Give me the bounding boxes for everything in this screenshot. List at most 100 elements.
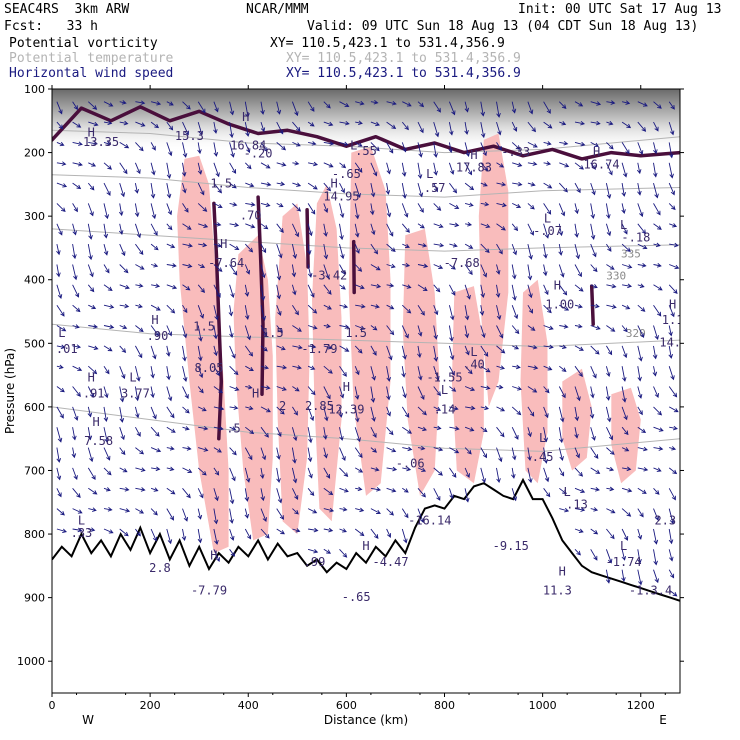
wind-vector-209: [197, 325, 203, 342]
wind-vector-507: [402, 466, 412, 472]
wind-vector-311: [276, 121, 284, 135]
field-name-pv: Potential vorticity: [9, 36, 158, 51]
wind-vector-680: [543, 325, 554, 330]
wind-vector-853: [668, 121, 675, 136]
plot-frame: [51, 88, 681, 694]
wind-vector-358: [307, 182, 318, 190]
wind-vector-63: [88, 487, 98, 495]
wind-vector-636: [511, 223, 519, 232]
wind-vector-512: [417, 121, 424, 134]
wind-vector-634: [512, 181, 523, 187]
wind-vector-36: [72, 386, 81, 397]
wind-vector-321: [276, 325, 283, 333]
wind-vector-14: [56, 386, 65, 393]
wind-vector-463: [370, 467, 380, 472]
chart-value-label: 3.77: [121, 386, 150, 400]
wind-vector-664: [527, 386, 538, 393]
wind-vector-747: [590, 386, 595, 399]
wind-vector-777: [606, 528, 615, 540]
wind-vector-768: [606, 345, 613, 356]
wind-vector-31: [72, 284, 80, 298]
field-xy-wind: XY= 110.5,423.1 to 531.4,356.9: [286, 66, 521, 81]
wind-vector-222: [213, 142, 219, 157]
wind-vector-735: [590, 142, 600, 147]
wind-vector-660: [527, 304, 533, 314]
wind-vector-494: [401, 203, 409, 218]
wind-vector-293: [260, 202, 271, 208]
chart-value-label: 8.05: [195, 361, 224, 375]
wind-vector-593: [480, 122, 486, 139]
wind-vector-796: [621, 426, 629, 436]
wind-vector-275: [244, 284, 250, 297]
wind-vector-244: [229, 122, 234, 139]
wind-vector-670: [543, 121, 553, 129]
wind-vector-554: [448, 142, 453, 154]
wind-vector-693: [558, 182, 568, 193]
wind-vector-23: [72, 121, 82, 128]
wind-vector-875: [668, 569, 675, 579]
chart-value-label: L: [350, 138, 357, 152]
wind-vector-590: [464, 467, 470, 479]
wind-vector-253: [228, 305, 234, 317]
wind-vector-66: [103, 101, 114, 107]
wind-vector-631: [511, 121, 518, 132]
wind-vector-778: [605, 549, 613, 564]
chart-value-label: .40: [463, 358, 485, 372]
wind-vector-52: [87, 264, 94, 278]
wind-vector-331: [276, 528, 285, 535]
y-tick-label: 400: [24, 274, 45, 287]
wind-vector-32: [72, 304, 81, 313]
forecast-hour: Fcst: 33 h: [4, 19, 98, 34]
wind-vector-863: [668, 325, 673, 337]
wind-vector-753: [590, 507, 599, 512]
wind-vector-431: [354, 264, 363, 272]
wind-vector-96: [119, 264, 129, 274]
wind-vector-223: [213, 162, 220, 178]
wind-vector-501: [401, 345, 407, 360]
wind-vector-713: [574, 162, 584, 170]
wind-vector-456: [370, 325, 378, 331]
wind-vector-114: [134, 183, 140, 194]
wind-vector-758: [606, 142, 614, 150]
theta-contour-1: [52, 174, 680, 198]
wind-vector-632: [511, 142, 521, 150]
wind-vector-534: [433, 142, 438, 158]
pv-contour-0: [52, 105, 680, 161]
wind-vector-750: [590, 447, 599, 459]
wind-vector-326: [276, 427, 282, 437]
x-tick-label: 200: [140, 699, 161, 712]
wind-vector-691: [559, 140, 569, 146]
wind-vector-399: [323, 548, 331, 554]
wind-vector-99: [119, 324, 128, 330]
wind-vector-865: [668, 366, 675, 381]
wind-vector-457: [370, 345, 377, 356]
wind-vector-132: [150, 101, 162, 106]
wind-vector-802: [621, 549, 627, 561]
wind-vector-93: [118, 203, 124, 217]
wind-vector-811: [637, 243, 648, 250]
wind-vector-41: [72, 488, 81, 499]
wind-vector-59: [87, 406, 93, 418]
wind-vector-740: [590, 243, 597, 258]
wind-vector-855: [668, 162, 674, 179]
wind-vector-148: [150, 426, 160, 437]
chart-value-label: L: [544, 212, 551, 226]
wind-vector-226: [213, 222, 222, 227]
wind-vector-820: [637, 426, 647, 434]
wind-vector-779: [605, 569, 611, 584]
wind-vector-361: [306, 244, 312, 255]
wind-vector-749: [590, 427, 596, 441]
x-tick-label: 1000: [529, 699, 557, 712]
wind-vector-726: [574, 427, 579, 439]
wind-vector-196: [182, 508, 189, 522]
chart-value-label: -.65: [342, 590, 371, 604]
wind-vector-710: [574, 101, 584, 107]
wind-vector-191: [182, 406, 190, 414]
wind-vector-346: [292, 386, 300, 392]
chart-value-label: 13.35: [83, 135, 119, 149]
wind-vector-496: [402, 243, 410, 248]
chart-value-label: 2.8: [149, 561, 171, 575]
wind-vector-192: [182, 426, 190, 431]
wind-vector-746: [590, 366, 597, 379]
wind-vector-117: [135, 243, 144, 256]
